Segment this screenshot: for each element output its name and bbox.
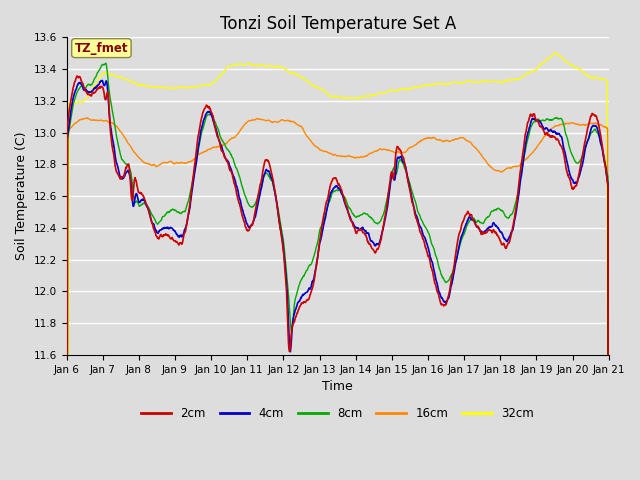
X-axis label: Time: Time bbox=[323, 380, 353, 393]
Text: TZ_fmet: TZ_fmet bbox=[75, 42, 128, 55]
Title: Tonzi Soil Temperature Set A: Tonzi Soil Temperature Set A bbox=[220, 15, 456, 33]
Legend: 2cm, 4cm, 8cm, 16cm, 32cm: 2cm, 4cm, 8cm, 16cm, 32cm bbox=[136, 402, 539, 425]
Y-axis label: Soil Temperature (C): Soil Temperature (C) bbox=[15, 132, 28, 261]
